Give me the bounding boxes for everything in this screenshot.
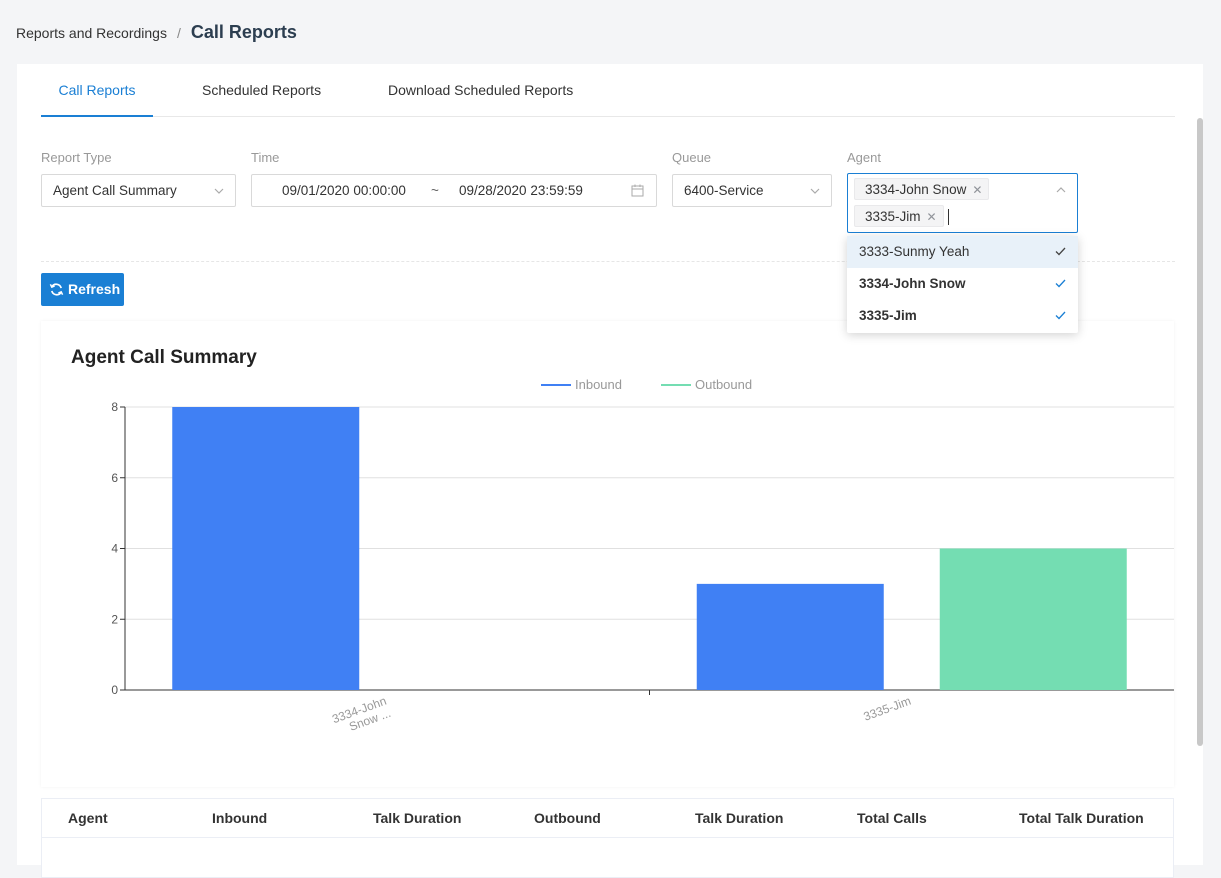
table-header-row: Agent Inbound Talk Duration Outbound Tal… xyxy=(42,799,1173,838)
agent-option-label: 3335-Jim xyxy=(859,308,917,323)
check-icon xyxy=(1055,279,1066,288)
y-tick-label: 8 xyxy=(111,400,118,414)
agent-tag: 3334-John Snow ✕ xyxy=(854,178,990,200)
scrollbar[interactable] xyxy=(1197,118,1203,746)
agent-option[interactable]: 3335-Jim xyxy=(847,300,1078,332)
legend-label-outbound: Outbound xyxy=(695,377,752,392)
y-tick-label: 6 xyxy=(111,471,118,485)
svg-text:3335-Jim: 3335-Jim xyxy=(862,694,913,724)
check-icon xyxy=(1055,247,1066,256)
queue-label: Queue xyxy=(672,150,712,165)
tab-bar: Call Reports Scheduled Reports Download … xyxy=(41,64,1175,117)
bar-outbound xyxy=(939,548,1127,690)
column-header-total-calls[interactable]: Total Calls xyxy=(857,810,927,826)
column-header-inbound-talk-duration[interactable]: Talk Duration xyxy=(373,810,462,826)
chevron-down-icon xyxy=(214,188,224,194)
y-tick-label: 4 xyxy=(111,542,118,556)
agent-dropdown: 3333-Sunmy Yeah 3334-John Snow 3335-Jim xyxy=(847,236,1078,333)
divider xyxy=(41,261,1175,262)
agent-tag: 3335-Jim ✕ xyxy=(854,205,944,227)
main-card: Call Reports Scheduled Reports Download … xyxy=(17,64,1203,878)
time-label: Time xyxy=(251,150,280,165)
breadcrumb-parent-link[interactable]: Reports and Recordings xyxy=(16,24,167,41)
tab-scheduled-reports[interactable]: Scheduled Reports xyxy=(202,82,322,98)
summary-table: Agent Inbound Talk Duration Outbound Tal… xyxy=(41,798,1174,878)
agent-option-label: 3333-Sunmy Yeah xyxy=(859,244,970,259)
agent-option[interactable]: 3333-Sunmy Yeah xyxy=(847,236,1078,268)
breadcrumb: Reports and Recordings / Call Reports xyxy=(16,22,297,43)
time-end-input[interactable]: 09/28/2020 23:59:59 xyxy=(459,183,583,198)
agent-option[interactable]: 3334-John Snow xyxy=(847,268,1078,300)
column-header-inbound[interactable]: Inbound xyxy=(212,810,268,826)
text-cursor xyxy=(948,209,949,225)
close-icon[interactable]: ✕ xyxy=(972,183,983,197)
column-header-agent[interactable]: Agent xyxy=(68,810,108,826)
time-range-separator: ~ xyxy=(431,183,439,198)
report-type-value: Agent Call Summary xyxy=(53,183,177,198)
check-icon xyxy=(1055,311,1066,320)
column-header-outbound[interactable]: Outbound xyxy=(534,810,601,826)
agent-tag-label: 3334-John Snow xyxy=(865,182,967,197)
page-title: Call Reports xyxy=(190,22,297,42)
refresh-button[interactable]: Refresh xyxy=(41,273,124,306)
breadcrumb-separator: / xyxy=(176,24,181,41)
report-type-select[interactable]: Agent Call Summary xyxy=(41,174,236,207)
agent-label: Agent xyxy=(847,150,881,165)
y-tick-label: 0 xyxy=(111,683,118,697)
tab-download-scheduled-reports[interactable]: Download Scheduled Reports xyxy=(388,82,574,98)
report-type-label: Report Type xyxy=(41,150,112,165)
time-start-input[interactable]: 09/01/2020 00:00:00 xyxy=(282,183,406,198)
calendar-icon xyxy=(631,184,644,197)
chevron-up-icon[interactable] xyxy=(1055,184,1067,196)
queue-value: 6400-Service xyxy=(684,183,764,198)
agent-option-label: 3334-John Snow xyxy=(859,276,966,291)
column-header-total-talk-duration[interactable]: Total Talk Duration xyxy=(1019,810,1144,826)
agent-tag-label: 3335-Jim xyxy=(865,209,921,224)
chart-card: Agent Call Summary 0 2 4 6 8 3334-John Snow ..… xyxy=(41,321,1174,787)
refresh-icon xyxy=(49,283,64,296)
time-range-picker[interactable]: 09/01/2020 00:00:00 ~ 09/28/2020 23:59:5… xyxy=(251,174,657,207)
refresh-label: Refresh xyxy=(68,281,121,297)
chevron-down-icon xyxy=(810,188,820,194)
x-tick-label: 3334-JohnSnow ... xyxy=(330,694,393,734)
column-header-outbound-talk-duration[interactable]: Talk Duration xyxy=(695,810,784,826)
queue-select[interactable]: 6400-Service xyxy=(672,174,832,207)
legend-label-inbound: Inbound xyxy=(575,377,622,392)
close-icon[interactable]: ✕ xyxy=(926,210,937,224)
tab-call-reports[interactable]: Call Reports xyxy=(41,64,153,117)
bar-inbound xyxy=(172,407,360,690)
chart-title: Agent Call Summary xyxy=(71,347,257,368)
x-tick-label: 3335-Jim xyxy=(862,694,913,724)
bar-inbound xyxy=(696,583,884,690)
agent-multiselect[interactable]: 3334-John Snow ✕ 3335-Jim ✕ xyxy=(847,173,1078,233)
y-tick-label: 2 xyxy=(111,612,118,626)
